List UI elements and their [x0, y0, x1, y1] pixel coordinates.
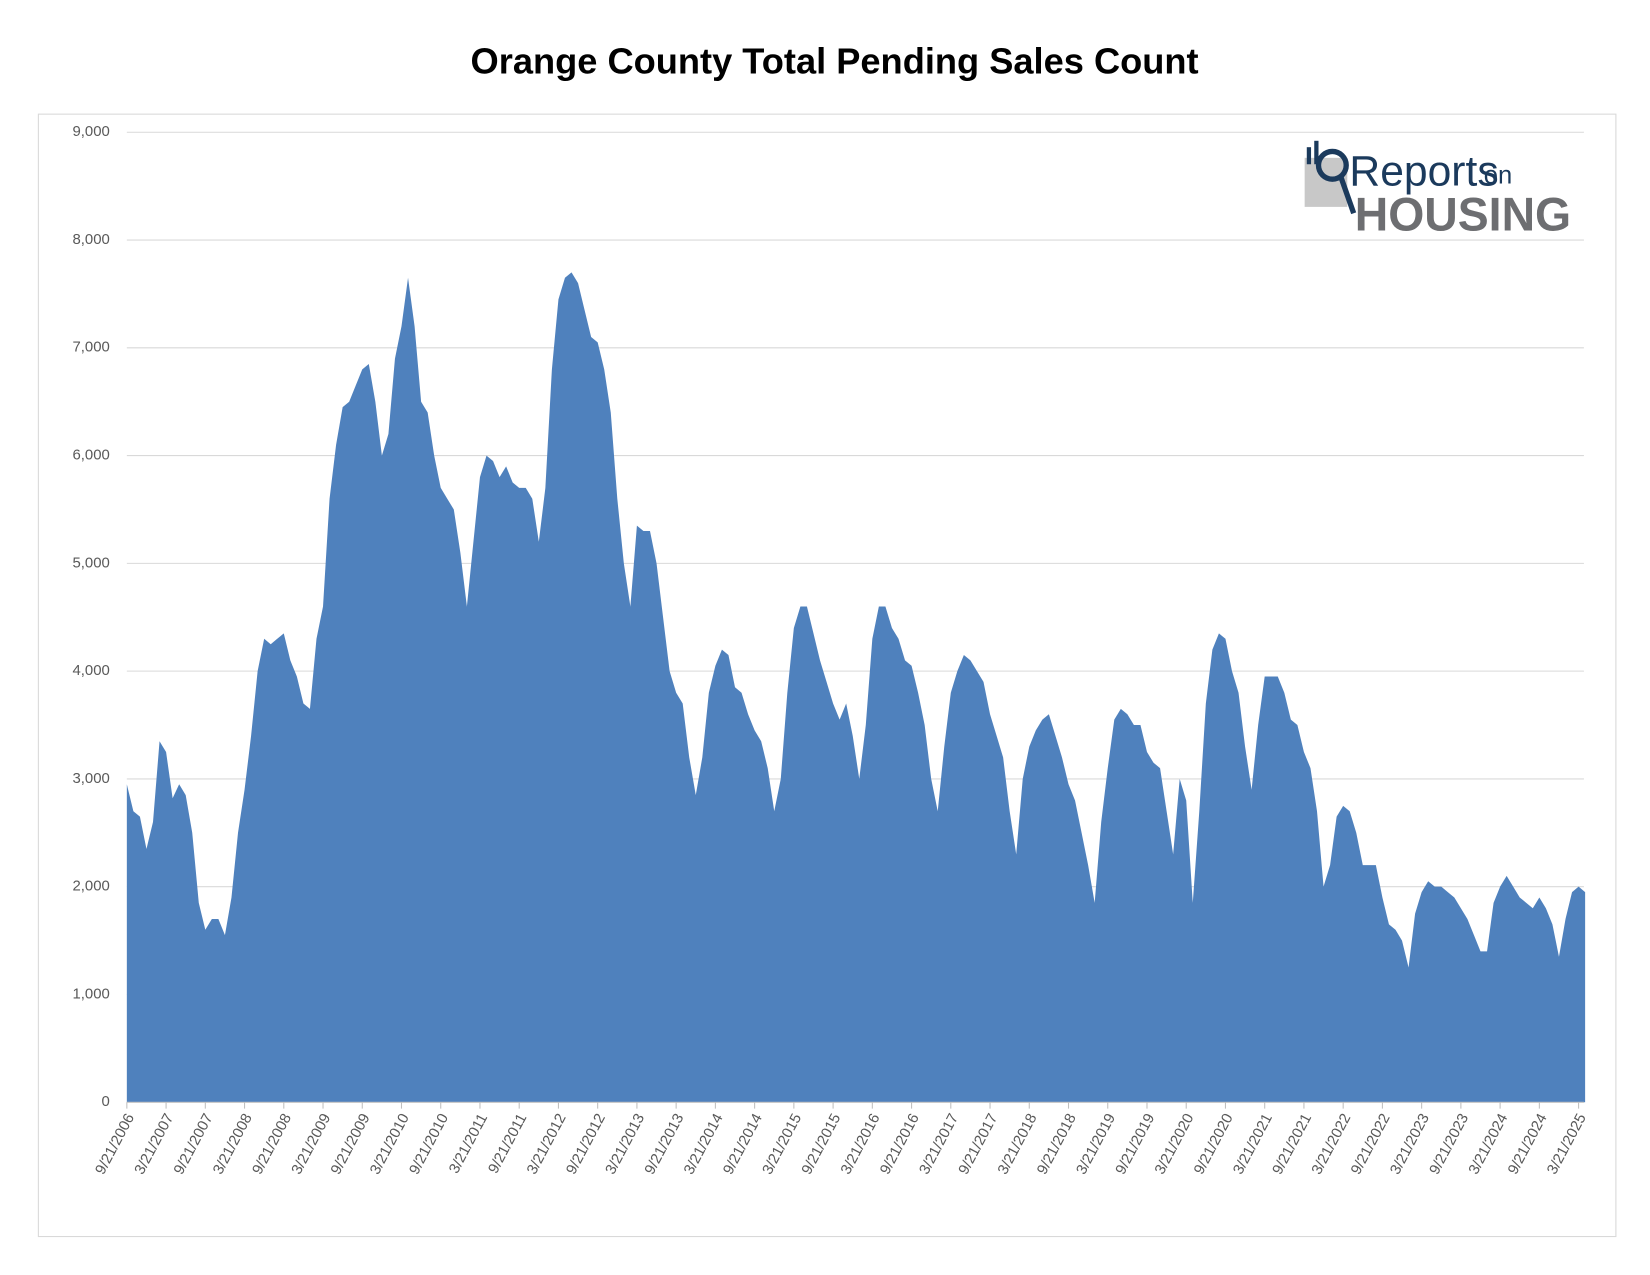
logo-lens: [1315, 148, 1349, 182]
y-tick-label: 0: [101, 1093, 109, 1110]
logo-bar: [1314, 140, 1319, 165]
area: [126, 272, 1586, 1103]
logo-bar: [1306, 147, 1312, 165]
chart-title: Orange County Total Pending Sales Count: [471, 41, 1199, 82]
y-tick-label: 4,000: [72, 662, 109, 679]
y-tick-label: 9,000: [72, 123, 109, 140]
logo-brand: HOUSING: [1355, 188, 1571, 240]
logo-word: Reports: [1349, 148, 1498, 196]
logo-small: on: [1484, 161, 1512, 189]
logo-handle: [1338, 176, 1357, 215]
y-tick-label: 2,000: [72, 878, 109, 895]
y-tick-label: 3,000: [72, 770, 109, 787]
y-tick-label: 7,000: [72, 339, 109, 356]
y-tick-label: 1,000: [72, 985, 109, 1002]
y-tick-label: 8,000: [72, 231, 109, 248]
y-tick-label: 6,000: [72, 447, 109, 464]
y-tick-label: 5,000: [72, 554, 109, 571]
logo: Reports on HOUSING: [1304, 140, 1571, 240]
